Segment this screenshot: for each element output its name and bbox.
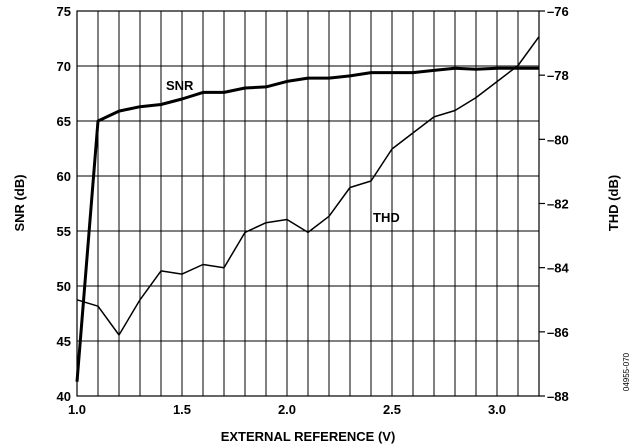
x-axis-title: EXTERNAL REFERENCE (V) [221, 429, 396, 444]
y-left-tick-label: 55 [57, 224, 71, 239]
y-left-tick-label: 50 [57, 279, 71, 294]
series-label-thd: THD [373, 210, 400, 225]
x-tick-label: 2.5 [383, 402, 401, 417]
y-right-tick-label: –80 [547, 132, 569, 147]
y-left-tick-label: 70 [57, 59, 71, 74]
series-line-snr [75, 66, 539, 382]
y-left-tick-label: 40 [57, 389, 71, 404]
series-label-snr: SNR [166, 78, 194, 93]
x-tick-label: 1.0 [68, 402, 86, 417]
y-left-tick-label: 60 [57, 169, 71, 184]
y-left-tick-label: 75 [57, 4, 71, 19]
grid [77, 11, 539, 396]
series-line-thd [76, 36, 540, 336]
x-tick-label: 1.5 [173, 402, 191, 417]
series-layer [75, 36, 540, 382]
y-left-tick-label: 45 [57, 334, 71, 349]
y-right-tick-label: –88 [547, 389, 569, 404]
y-axis-right-title: THD (dB) [606, 175, 621, 231]
y-right-tick-label: –86 [547, 325, 569, 340]
y-right-tick-label: –78 [547, 68, 569, 83]
y-axis-left-title: SNR (dB) [12, 174, 27, 231]
y-right-tick-label: –84 [547, 261, 569, 276]
ticks: 1.0 1.5 2.0 2.5 3.0 40 45 50 55 60 65 70 75 –76 –78 –80… [57, 4, 570, 417]
y-right-tick-label: –76 [547, 4, 569, 19]
figure-id: 04955-070 [622, 352, 631, 391]
x-tick-label: 2.0 [278, 402, 296, 417]
x-tick-label: 3.0 [488, 402, 506, 417]
y-right-tick-label: –82 [547, 197, 569, 212]
y-left-tick-label: 65 [57, 114, 71, 129]
